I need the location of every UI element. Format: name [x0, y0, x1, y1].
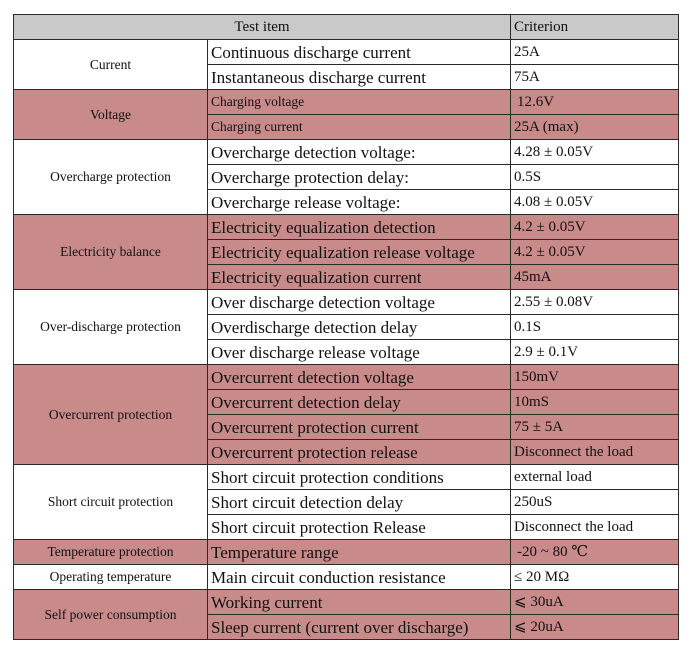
category-cell: Voltage: [13, 89, 208, 140]
parameter-cell: Main circuit conduction resistance: [207, 564, 511, 590]
category-cell: Over-discharge protection: [13, 289, 208, 365]
parameter-cell: Overcharge protection delay:: [207, 164, 511, 190]
parameter-cell: Over discharge release voltage: [207, 339, 511, 365]
category-cell: Operating temperature: [13, 564, 208, 590]
parameter-cell: Over discharge detection voltage: [207, 289, 511, 315]
criterion-cell: Disconnect the load: [510, 514, 679, 540]
parameter-cell: Instantaneous discharge current: [207, 64, 511, 90]
table-row: Overcurrent detection delay 10mS: [14, 389, 679, 415]
parameter-cell: Overcurrent protection current: [207, 414, 511, 440]
spec-table-body: Test item Criterion Current Continuous di…: [13, 14, 679, 640]
criterion-cell: 75 ± 5A: [510, 414, 679, 440]
criterion-cell: 10mS: [510, 389, 679, 415]
category-cell: Overcurrent protection: [13, 364, 208, 465]
table-row: Overcurrent protection Overcurrent detect…: [13, 364, 679, 465]
header-row: Test item Criterion: [13, 14, 679, 40]
criterion-cell: 4.08 ± 0.05V: [510, 189, 679, 215]
parameter-cell: Overcurrent detection delay: [207, 389, 511, 415]
table-row: Instantaneous discharge current 75A: [14, 64, 679, 90]
category-cell: Overcharge protection: [13, 139, 208, 215]
table-row: Sleep current (current over discharge) ⩽ …: [14, 614, 679, 640]
criterion-cell: 0.5S: [510, 164, 679, 190]
table-row: Electricity equalization current 45mA: [14, 264, 679, 290]
criterion-cell: external load: [510, 464, 679, 490]
table-row: Overdischarge detection delay 0.1S: [14, 314, 679, 340]
parameter-cell: Overcurrent detection voltage: [207, 364, 511, 390]
criterion-cell: 0.1S: [510, 314, 679, 340]
parameter-cell: Sleep current (current over discharge): [207, 614, 511, 640]
table-row: Overcurrent protection release Disconnect…: [14, 439, 679, 465]
table-row: Overcurrent protection current 75 ± 5A: [14, 414, 679, 440]
criterion-cell: 45mA: [510, 264, 679, 290]
table-row: Electricity equalization release voltage…: [14, 239, 679, 265]
category-cell: Electricity balance: [13, 214, 208, 290]
criterion-cell: 12.6V: [510, 89, 679, 115]
criterion-cell: 4.28 ± 0.05V: [510, 139, 679, 165]
criterion-cell: 4.2 ± 0.05V: [510, 214, 679, 240]
criterion-cell: 4.2 ± 0.05V: [510, 239, 679, 265]
table-row: Current Continuous discharge current 25A: [13, 39, 679, 90]
table-row: Operating temperature Main circuit conduc…: [13, 564, 679, 590]
table-row: Short circuit detection delay 250uS: [14, 489, 679, 515]
parameter-cell: Electricity equalization current: [207, 264, 511, 290]
criterion-cell: ⩽ 30uA: [510, 589, 679, 615]
criterion-cell: -20 ~ 80 ℃: [510, 539, 679, 565]
parameter-cell: Short circuit detection delay: [207, 489, 511, 515]
table-row: Short circuit protection Release Disconne…: [14, 514, 679, 540]
criterion-cell: 25A (max): [510, 114, 679, 140]
table-row: Overcharge protection Overcharge detectio…: [13, 139, 679, 215]
table-row: Overcharge release voltage: 4.08 ± 0.05V: [14, 189, 679, 215]
parameter-cell: Overcurrent protection release: [207, 439, 511, 465]
category-cell: Self power consumption: [13, 589, 208, 640]
criterion-cell: ≤ 20 MΩ: [510, 564, 679, 590]
parameter-cell: Charging current: [207, 114, 511, 140]
parameter-cell: Electricity equalization release voltage: [207, 239, 511, 265]
parameter-cell: Electricity equalization detection: [207, 214, 511, 240]
criterion-cell: 2.9 ± 0.1V: [510, 339, 679, 365]
table-row: Self power consumption Working current ⩽ 3…: [13, 589, 679, 640]
parameter-cell: Overcharge detection voltage:: [207, 139, 511, 165]
parameter-cell: Overcharge release voltage:: [207, 189, 511, 215]
table-row: Voltage Charging voltage 12.6V: [13, 89, 679, 140]
criterion-cell: 25A: [510, 39, 679, 65]
table-row: Electricity balance Electricity equalizat…: [13, 214, 679, 290]
category-cell: Current: [13, 39, 208, 90]
category-cell: Short circuit protection: [13, 464, 208, 540]
parameter-cell: Short circuit protection conditions: [207, 464, 511, 490]
criterion-cell: Disconnect the load: [510, 439, 679, 465]
header-criterion: Criterion: [510, 14, 679, 40]
parameter-cell: Working current: [207, 589, 511, 615]
table-row: Overcharge protection delay: 0.5S: [14, 164, 679, 190]
parameter-cell: Continuous discharge current: [207, 39, 511, 65]
table-row: Temperature protection Temperature range -…: [13, 539, 679, 565]
table-row: Short circuit protection Short circuit pr…: [13, 464, 679, 540]
table-row: Over-discharge protection Over discharge …: [13, 289, 679, 365]
criterion-cell: 250uS: [510, 489, 679, 515]
parameter-cell: Short circuit protection Release: [207, 514, 511, 540]
parameter-cell: Overdischarge detection delay: [207, 314, 511, 340]
table-row: Charging current 25A (max): [14, 114, 679, 140]
criterion-cell: 75A: [510, 64, 679, 90]
criterion-cell: 2.55 ± 0.08V: [510, 289, 679, 315]
parameter-cell: Charging voltage: [207, 89, 511, 115]
spec-table: Test item Criterion Current Continuous di…: [13, 14, 679, 640]
parameter-cell: Temperature range: [207, 539, 511, 565]
criterion-cell: 150mV: [510, 364, 679, 390]
criterion-cell: ⩽ 20uA: [510, 614, 679, 640]
header-test-item: Test item: [13, 14, 511, 40]
category-cell: Temperature protection: [13, 539, 208, 565]
